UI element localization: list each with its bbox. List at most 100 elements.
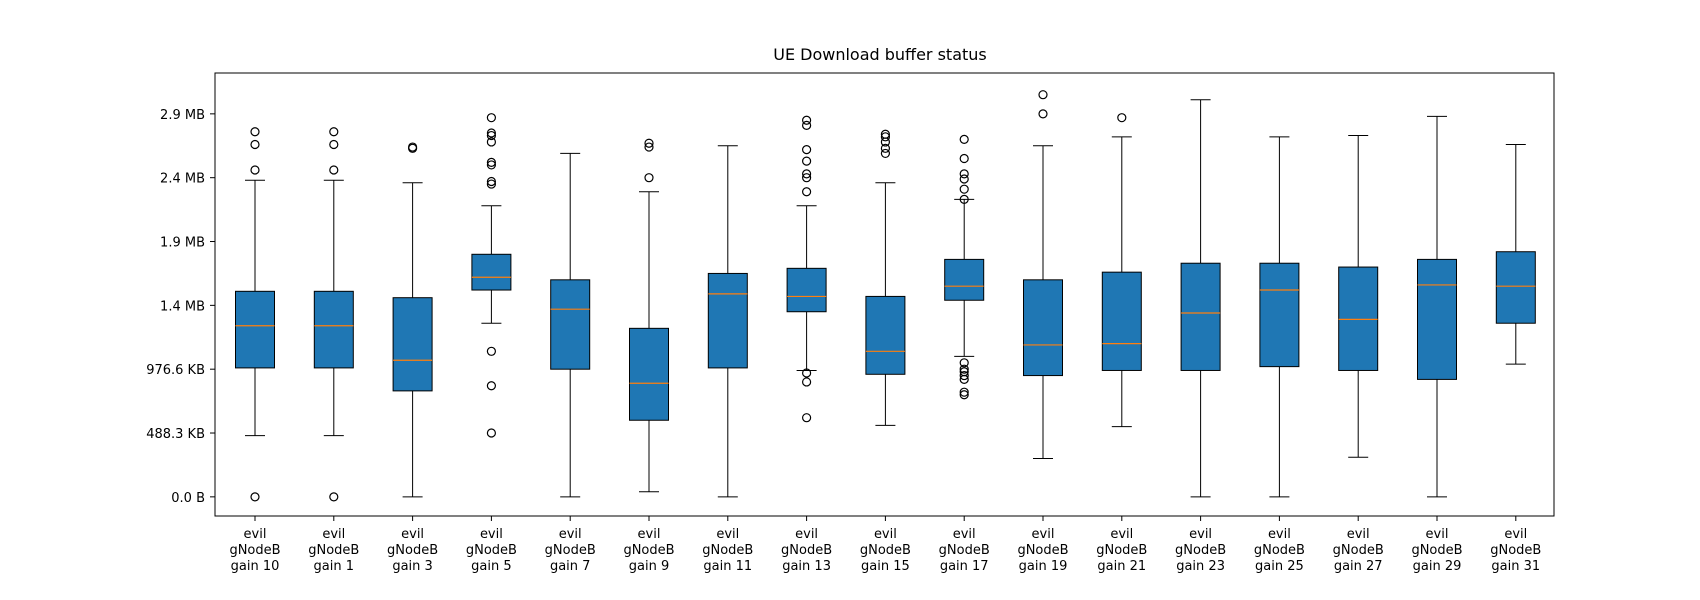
y-axis: 0.0 B 488.3 KB 976.6 KB 1.4 MB 1.9 MB 2.4 MB 2… xyxy=(146,108,215,506)
box-iqr xyxy=(1023,279,1063,377)
x-tick-label-line: gain 7 xyxy=(550,559,590,574)
box-group xyxy=(1101,113,1142,428)
outlier-point xyxy=(486,346,496,356)
x-tick-label: evil gNodeB gain 27 xyxy=(1333,527,1384,574)
x-tick-label: evil gNodeB gain 10 xyxy=(229,527,280,574)
x-tick-label-line: gain 19 xyxy=(1019,559,1068,574)
box-iqr xyxy=(1101,271,1142,371)
x-tick-label-line: gain 11 xyxy=(703,559,752,574)
box-iqr xyxy=(1259,262,1300,368)
box-group xyxy=(944,134,985,400)
outlier-point xyxy=(329,165,339,175)
outlier-point xyxy=(250,127,260,137)
outlier-point xyxy=(329,492,339,502)
x-tick-label-line: gain 17 xyxy=(940,559,989,574)
outlier-point xyxy=(644,142,654,152)
x-tick-label-line: gNodeB xyxy=(308,543,359,558)
x-tick-label-line: gain 29 xyxy=(1413,559,1462,574)
box-iqr xyxy=(786,267,827,313)
outlier-point xyxy=(801,377,812,387)
outlier-point xyxy=(250,139,260,150)
box-group xyxy=(786,115,827,423)
x-tick-label: evil gNodeB gain 17 xyxy=(939,527,990,574)
outlier-point xyxy=(801,413,812,423)
outlier-point xyxy=(486,160,496,170)
box-iqr xyxy=(707,272,748,369)
x-tick-label-line: gain 25 xyxy=(1255,559,1304,574)
outlier-point xyxy=(959,370,969,381)
x-tick-label: evil gNodeB gain 21 xyxy=(1096,527,1147,574)
x-tick-label-line: evil xyxy=(1504,527,1527,542)
x-tick-label-line: gNodeB xyxy=(466,543,517,558)
x-tick-label-line: gain 15 xyxy=(861,559,910,574)
y-tick-label: 488.3 KB xyxy=(146,427,205,442)
x-tick-label-line: gNodeB xyxy=(1017,543,1068,558)
box-group xyxy=(865,129,906,426)
box-group xyxy=(707,145,748,498)
outlier-point xyxy=(486,381,496,391)
outlier-point xyxy=(801,156,812,166)
x-tick-label: evil gNodeB gain 23 xyxy=(1175,527,1226,574)
outlier-point xyxy=(880,132,891,142)
box-group xyxy=(392,142,433,498)
x-tick-label-line: gNodeB xyxy=(860,543,911,558)
y-tick-label: 0.0 B xyxy=(171,491,205,506)
x-tick-label-line: gain 5 xyxy=(471,559,511,574)
x-tick-label-line: evil xyxy=(874,527,897,542)
outlier-point xyxy=(644,173,654,183)
outlier-point xyxy=(801,187,812,197)
outlier-point xyxy=(880,143,891,153)
outlier-point xyxy=(329,139,339,150)
outlier-point xyxy=(880,148,891,159)
box-group xyxy=(1338,135,1379,458)
x-tick-label: evil gNodeB gain 29 xyxy=(1411,527,1462,574)
outlier-point xyxy=(959,358,969,368)
box-iqr xyxy=(944,258,985,301)
plot-frame xyxy=(214,72,1555,517)
outlier-point xyxy=(801,368,812,378)
outlier-point xyxy=(959,134,969,144)
x-tick-label-line: gain 9 xyxy=(629,559,669,574)
x-tick-label-line: gain 3 xyxy=(392,559,432,574)
outlier-point xyxy=(486,428,496,438)
x-tick-label-line: gNodeB xyxy=(1096,543,1147,558)
x-tick-label-line: evil xyxy=(559,527,582,542)
y-tick-label: 1.9 MB xyxy=(160,236,205,251)
box-iqr xyxy=(1417,258,1457,380)
box-group xyxy=(313,127,354,502)
outlier-point xyxy=(801,173,812,183)
box-iqr xyxy=(865,295,906,375)
outlier-point xyxy=(486,113,496,123)
outlier-point xyxy=(959,174,969,184)
outlier-point xyxy=(329,127,339,137)
outlier-point xyxy=(644,138,654,148)
box-group xyxy=(1417,115,1457,498)
x-tick-label: evil gNodeB gain 25 xyxy=(1254,527,1305,574)
outlier-point xyxy=(801,169,812,179)
x-tick-label-line: gNodeB xyxy=(1411,543,1462,558)
x-tick-label-line: evil xyxy=(953,527,976,542)
x-tick-label: evil gNodeB gain 15 xyxy=(860,527,911,574)
x-tick-label-line: gNodeB xyxy=(387,543,438,558)
box-iqr xyxy=(629,327,669,421)
y-tick-label: 2.9 MB xyxy=(160,108,205,123)
outlier-point xyxy=(959,390,969,400)
x-tick-label-line: gain 10 xyxy=(231,559,280,574)
x-tick-label: evil gNodeB gain 11 xyxy=(702,527,753,574)
box-group xyxy=(1180,99,1221,498)
x-tick-label-line: gNodeB xyxy=(1254,543,1305,558)
x-tick-label-line: gain 27 xyxy=(1334,559,1383,574)
x-tick-label-line: gNodeB xyxy=(229,543,280,558)
y-tick-label: 1.4 MB xyxy=(160,299,205,314)
x-tick-label-line: gain 21 xyxy=(1097,559,1146,574)
box-group xyxy=(629,138,669,493)
x-tick-label-line: evil xyxy=(1347,527,1370,542)
x-tick-label-line: evil xyxy=(1110,527,1133,542)
outlier-point xyxy=(801,115,812,125)
x-tick-label: evil gNodeB gain 3 xyxy=(387,527,438,574)
outlier-point xyxy=(486,128,496,138)
outlier-point xyxy=(959,364,969,374)
outlier-point xyxy=(486,137,496,147)
outlier-point xyxy=(1038,109,1048,119)
outlier-point xyxy=(880,129,891,139)
